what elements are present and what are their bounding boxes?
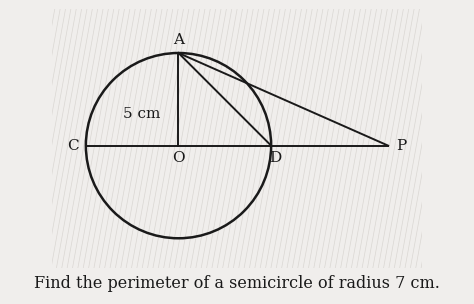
Text: C: C	[67, 139, 79, 153]
Text: P: P	[396, 139, 406, 153]
Text: O: O	[172, 151, 185, 165]
Text: D: D	[269, 151, 281, 165]
Text: 5 cm: 5 cm	[123, 107, 160, 121]
Text: A: A	[173, 33, 184, 47]
Text: Find the perimeter of a semicircle of radius 7 cm.: Find the perimeter of a semicircle of ra…	[34, 275, 440, 292]
